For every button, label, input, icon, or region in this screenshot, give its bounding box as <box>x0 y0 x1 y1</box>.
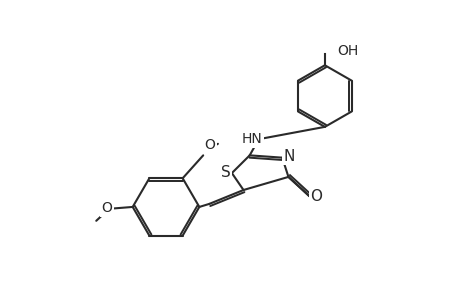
Text: O: O <box>310 189 322 204</box>
Text: HN: HN <box>241 132 262 146</box>
Text: S: S <box>220 165 230 180</box>
Text: O: O <box>101 202 112 215</box>
Text: OH: OH <box>336 44 358 58</box>
Text: N: N <box>283 148 294 164</box>
Text: O: O <box>203 138 214 152</box>
